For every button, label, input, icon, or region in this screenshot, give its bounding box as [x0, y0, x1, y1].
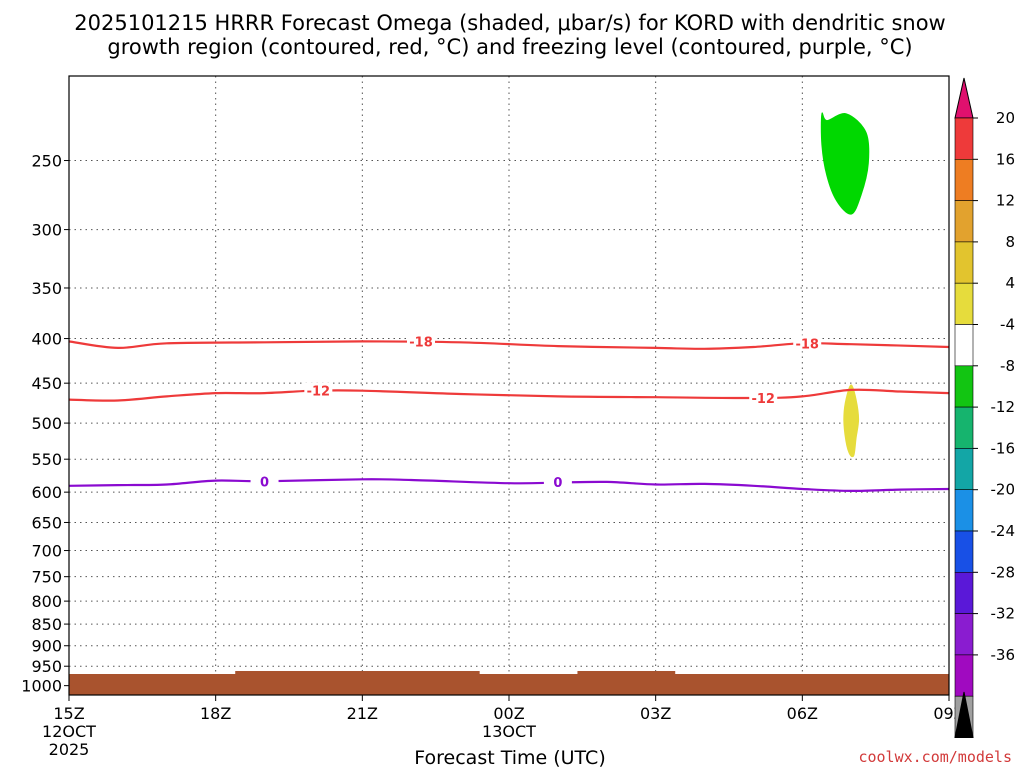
contour-label-bg-2-2 [749, 390, 778, 407]
colorbar: 20 16 12 8 4 -4 -8 -12 -16 -20 -24 -28 -32 -36 [954, 77, 1016, 738]
colorbar-segment-11 [954, 530, 974, 573]
y-tick-label-400: 400 [31, 330, 62, 349]
credit-text: coolwx.com/models [858, 748, 1012, 766]
contour-label-bg-1-2 [793, 335, 822, 352]
shaded-region-1 [820, 112, 870, 215]
colorbar-label-14: -36 [991, 646, 1016, 664]
colorbar-top-arrow [954, 77, 974, 119]
colorbar-segment-8 [954, 406, 974, 449]
colorbar-segment-12 [954, 571, 974, 614]
x-tick-label-15: 06Z [787, 704, 818, 723]
colorbar-segment-4 [954, 241, 974, 284]
contour-label-bg-3-2 [543, 473, 572, 490]
x-tick-line-9-1: 00Z [493, 704, 524, 723]
y-tick-label-1000: 1000 [21, 677, 62, 696]
y-tick-label-750: 750 [31, 568, 62, 587]
contour-line-2 [68, 388, 950, 402]
y-tick-label-900: 900 [31, 637, 62, 656]
colorbar-segment-14 [954, 654, 974, 697]
x-tick-line-0-1: 15Z [53, 704, 84, 723]
colorbar-segment-6 [954, 324, 974, 367]
contour-label-3-2: 0 [553, 476, 562, 491]
contour-label-bg-3-1 [250, 473, 279, 490]
surface-band [69, 671, 949, 695]
y-tick-label-500: 500 [31, 414, 62, 433]
x-tick-line-3-1: 18Z [200, 704, 231, 723]
title-line-1: 2025101215 HRRR Forecast Omega (shaded, … [74, 11, 945, 35]
y-tick-label-550: 550 [31, 450, 62, 469]
y-tick-label-350: 350 [31, 279, 62, 298]
y-tick-label-450: 450 [31, 374, 62, 393]
colorbar-label-7: -8 [1000, 357, 1015, 375]
contours: -18 -18 -12 -12 0 0 [68, 333, 950, 493]
contour-label-2-1: -12 [307, 385, 331, 400]
contour-label-1-1: -18 [409, 335, 433, 350]
contour-label-1-2: -18 [795, 337, 819, 352]
x-axis-label: Forecast Time (UTC) [414, 747, 605, 768]
gridlines [69, 76, 949, 695]
x-tick-label-3: 18Z [200, 704, 231, 723]
colorbar-label-10: -20 [991, 481, 1016, 499]
x-tick-line-12-1: 03Z [640, 704, 671, 723]
y-tick-label-250: 250 [31, 152, 62, 171]
colorbar-label-2: 16 [996, 150, 1015, 168]
x-tick-line-9-2: 13OCT [482, 722, 536, 741]
colorbar-bottom-arrow [954, 691, 974, 738]
y-tick-label-650: 650 [31, 513, 62, 532]
contour-label-bg-1-1 [407, 333, 435, 350]
colorbar-label-1: 20 [996, 109, 1015, 127]
surface-bump-2 [577, 671, 676, 675]
colorbar-segment-2 [954, 159, 974, 201]
y-tick-label-950: 950 [31, 657, 62, 676]
contour-label-3-1: 0 [260, 475, 269, 490]
x-tick-line-15-1: 06Z [787, 704, 818, 723]
y-tick-label-700: 700 [31, 542, 62, 561]
y-tick-label-850: 850 [31, 615, 62, 634]
x-tick-label-0: 15Z 12OCT 2025 [42, 704, 96, 759]
colorbar-label-13: -32 [991, 605, 1016, 623]
x-tick-label-12: 03Z [640, 704, 671, 723]
y-tick-label-800: 800 [31, 592, 62, 611]
x-tick-line-6-1: 21Z [347, 704, 378, 723]
chart-title: 2025101215 HRRR Forecast Omega (shaded, … [74, 11, 945, 59]
colorbar-label-11: -24 [991, 522, 1016, 540]
shaded-regions [820, 112, 870, 458]
x-tick-line-0-2: 12OCT [42, 722, 96, 741]
colorbar-segment-1 [954, 117, 974, 160]
colorbar-label-12: -28 [991, 563, 1016, 581]
x-tick-label-9: 00Z 13OCT [482, 704, 536, 741]
contour-label-2-2: -12 [751, 392, 775, 407]
colorbar-segment-9 [954, 448, 974, 490]
colorbar-segment-10 [954, 489, 974, 532]
y-tick-label-300: 300 [31, 221, 62, 240]
colorbar-label-8: -12 [991, 398, 1016, 416]
title-line-2: growth region (contoured, red, °C) and f… [107, 35, 912, 59]
colorbar-label-4: 8 [1005, 233, 1015, 251]
colorbar-label-6: -4 [1000, 316, 1015, 334]
y-axis: 250 300 350 400 450 500 550 600 650 700 750 800 850 9… [21, 152, 69, 696]
shaded-region-2 [843, 384, 860, 458]
contour-label-bg-2-1 [304, 382, 333, 399]
colorbar-segment-13 [954, 613, 974, 656]
x-tick-label-6: 21Z [347, 704, 378, 723]
x-tick-line-0-3: 2025 [49, 740, 90, 759]
colorbar-label-5: 4 [1005, 274, 1015, 292]
colorbar-segment-5 [954, 282, 974, 325]
colorbar-segment-7 [954, 365, 974, 408]
colorbar-segment-3 [954, 200, 974, 243]
colorbar-label-3: 12 [996, 192, 1015, 210]
y-tick-label-600: 600 [31, 483, 62, 502]
colorbar-label-9: -16 [991, 439, 1016, 457]
surface-bump-1 [235, 671, 480, 675]
surface-fill [69, 674, 949, 695]
